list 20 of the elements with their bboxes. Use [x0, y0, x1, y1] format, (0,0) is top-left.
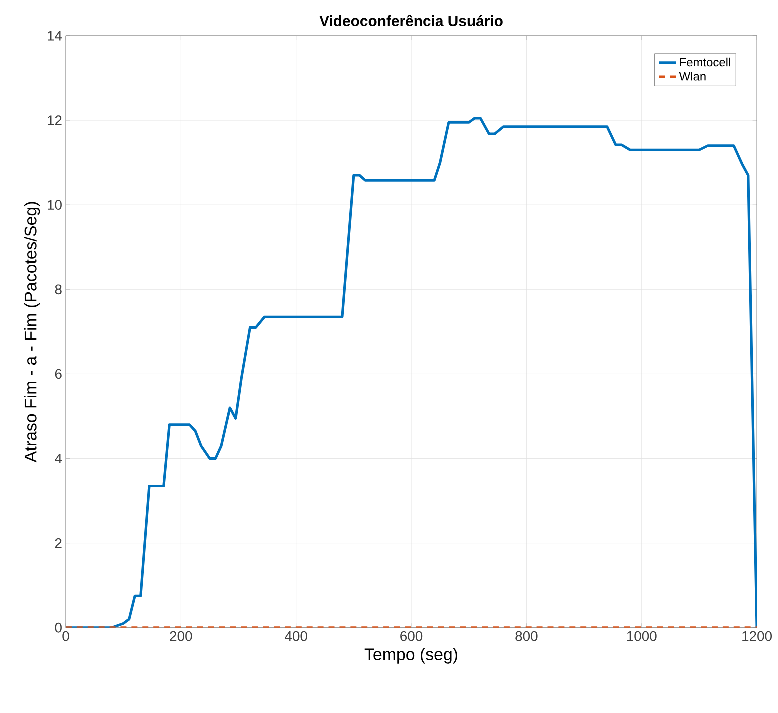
y-axis-title: Atraso Fim - a - Fim (Pacotes/Seg) [24, 202, 40, 463]
y-tick-label: 14 [48, 31, 62, 41]
x-tick-label: 0 [62, 631, 70, 642]
y-tick-label: 0 [55, 623, 62, 633]
x-tick-label: 1200 [742, 631, 772, 642]
x-tick-label: 800 [516, 631, 538, 642]
x-tick-label: 200 [170, 631, 192, 642]
y-tick-label: 12 [48, 116, 62, 126]
y-tick-label: 2 [55, 538, 62, 548]
x-axis-title: Tempo (seg) [364, 648, 458, 664]
x-tick-label: 1000 [627, 631, 657, 642]
legend-label: Femtocell [680, 58, 730, 67]
legend-label: Wlan [679, 72, 706, 81]
y-tick-label: 10 [48, 200, 62, 210]
y-tick-label: 4 [55, 454, 62, 464]
y-tick-label: 6 [55, 369, 62, 380]
x-tick-label: 600 [400, 631, 423, 642]
x-tick-label: 400 [285, 631, 308, 642]
y-tick-label: 8 [55, 284, 62, 295]
chart-title: Videoconferência Usuário [320, 15, 503, 27]
